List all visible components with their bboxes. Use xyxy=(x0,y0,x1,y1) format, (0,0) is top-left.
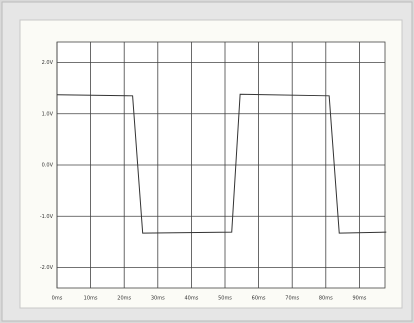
x-tick-label: 70ms xyxy=(285,296,299,302)
x-tick-label: 60ms xyxy=(252,296,266,302)
x-tick-label: 20ms xyxy=(117,296,131,302)
x-tick-label: 10ms xyxy=(84,296,98,302)
y-tick-label: -1.0V xyxy=(40,214,54,220)
y-tick-label: 0.0V xyxy=(42,163,54,169)
signal-line xyxy=(56,93,387,234)
x-tick-label: 30ms xyxy=(151,296,165,302)
x-tick-label: 40ms xyxy=(184,296,198,302)
x-tick-label: 80ms xyxy=(319,296,333,302)
x-tick-label: 50ms xyxy=(218,296,232,302)
y-tick-label: 1.0V xyxy=(42,111,54,117)
x-tick-label: 90ms xyxy=(352,296,366,302)
x-tick-label: 0ms xyxy=(52,296,63,302)
y-tick-label: -2.0V xyxy=(40,265,54,271)
y-tick-label: 2.0V xyxy=(42,60,54,66)
